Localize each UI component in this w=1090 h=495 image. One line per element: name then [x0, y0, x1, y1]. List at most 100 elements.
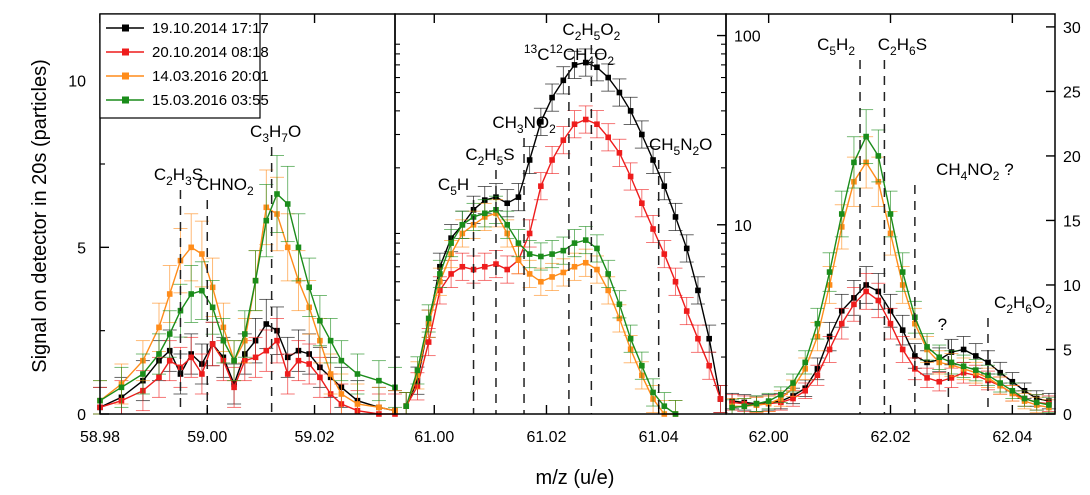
data-point-p1-3-3: [156, 351, 162, 357]
data-point-p3-0-14: [899, 327, 906, 333]
x-tick-p2-1: 61.02: [526, 14, 567, 446]
data-point-p3-3-10: [851, 159, 857, 166]
data-point-p2-2-12: [538, 278, 544, 285]
data-point-p1-0-13: [263, 321, 270, 327]
data-point-p1-3-16: [295, 244, 302, 251]
data-point-p2-2-10: [515, 257, 522, 263]
data-point-p3-3-9: [838, 211, 845, 217]
data-point-p1-3-18: [317, 317, 323, 324]
data-point-p3-3-13: [887, 211, 894, 217]
x-tick-p2-0: 61.00: [414, 14, 454, 446]
data-point-p1-2-15: [284, 244, 291, 251]
data-point-p1-1-17: [306, 361, 312, 367]
annotation-p2-1: C2​H5​S: [465, 145, 515, 414]
data-point-p2-1-26: [695, 335, 701, 342]
data-point-p1-2-3: [156, 324, 162, 331]
data-point-p3-1-17: [936, 378, 943, 385]
data-point-p2-2-15: [571, 263, 578, 270]
y-tick-right-p3-1: 5: [1046, 342, 1072, 359]
data-point-p2-2-18: [605, 287, 611, 294]
data-point-p3-0-21: [985, 359, 991, 366]
x-tick-label-p1-2: 59.02: [295, 429, 335, 446]
annotation-p2-3: 13​C12​CH4​O2​: [524, 42, 614, 414]
y-axis-title: Signal on detector in 20s (particles): [29, 59, 51, 373]
data-point-p2-1-11: [526, 230, 533, 237]
data-point-p2-3-18: [605, 271, 611, 277]
data-point-p3-0-15: [912, 353, 918, 359]
legend: 19.10.2014 17:17 20.10.2014 08:18 14.03.20…: [99, 13, 269, 119]
data-point-p2-3-12: [538, 253, 544, 260]
annotation-label-p3-4: C2​H6​O2​: [994, 293, 1052, 316]
data-point-p3-1-13: [887, 320, 894, 327]
x-axis-title: m/z (u/e): [536, 467, 615, 489]
x-tick-p3-0: 62.00: [749, 14, 789, 446]
data-point-p2-1-21: [639, 200, 645, 207]
data-point-p1-3-8: [209, 304, 216, 311]
data-point-p2-0-18: [605, 74, 611, 81]
data-point-p3-1-10: [851, 301, 857, 308]
data-point-p3-0-19: [960, 346, 967, 353]
data-point-p2-1-23: [661, 251, 668, 257]
data-point-p3-1-18: [948, 375, 955, 381]
data-point-p3-1-6: [802, 387, 809, 394]
series-p3-3: [725, 109, 1056, 415]
data-point-p2-0-27: [706, 335, 712, 342]
x-tick-label-p3-0: 62.00: [749, 429, 789, 446]
data-point-p1-3-12: [252, 277, 259, 284]
legend-label-0: 19.10.2014 17:17: [152, 20, 269, 37]
data-point-p2-1-7: [481, 263, 488, 270]
annotation-p3-3: ?: [938, 315, 950, 414]
data-point-p3-3-25: [1033, 399, 1040, 406]
data-point-p2-3-0: [403, 403, 410, 409]
legend-entry-2: 14.03.2016 20:01: [106, 68, 269, 85]
data-point-p1-1-6: [188, 354, 194, 361]
data-point-p2-2-14: [560, 269, 567, 276]
data-point-p1-1-4: [166, 357, 173, 364]
annotation-p1-0: C2​H3​S: [154, 165, 203, 414]
data-point-p1-1-3: [156, 374, 162, 381]
data-point-p1-1-10: [231, 384, 237, 391]
data-point-p2-3-15: [571, 240, 578, 246]
data-point-p2-1-19: [616, 150, 623, 156]
data-point-p2-3-1: [414, 367, 421, 374]
data-point-p3-3-3: [765, 398, 772, 404]
panel-frame-p2: [394, 13, 727, 415]
series-p1-2: [93, 169, 402, 415]
annotation-label-p1-2: C3​H7​O: [250, 122, 301, 145]
annotation-label-p2-1: C2​H5​S: [465, 145, 514, 168]
data-point-p2-0-25: [683, 245, 690, 252]
data-point-p2-1-8: [493, 261, 499, 267]
data-point-p2-0-21: [639, 131, 645, 138]
data-point-p1-1-13: [263, 347, 270, 354]
x-tick-label-p3-1: 62.02: [870, 429, 910, 446]
data-point-p2-2-17: [594, 266, 600, 273]
legend-swatch-marker-3: [122, 96, 129, 104]
data-point-p2-0-26: [695, 287, 701, 294]
data-point-p2-0-12: [538, 119, 544, 125]
legend-label-2: 14.03.2016 20:01: [152, 68, 269, 85]
data-point-p2-1-14: [560, 137, 567, 143]
series-line-p2-0: [405, 61, 722, 407]
data-point-p3-3-1: [741, 403, 748, 410]
data-point-p2-0-22: [650, 157, 656, 163]
series-p1-0: [93, 298, 402, 415]
annotation-p3-1: C2​H6​S: [878, 35, 927, 414]
annotation-p2-0: C5​H: [438, 175, 475, 414]
series-p1-3: [93, 155, 402, 415]
annotation-label-p3-3: ?: [938, 315, 947, 334]
y-tick-right-p3-6: 30: [1046, 20, 1081, 37]
y-tick-label-right-p3-0: 0: [1063, 407, 1072, 424]
annotation-label-p2-3: 13​C12​CH4​O2​: [524, 42, 614, 68]
data-point-p3-1-7: [814, 372, 821, 379]
data-point-p3-3-11: [863, 133, 869, 140]
legend-entry-0: 19.10.2014 17:17: [106, 20, 269, 37]
data-point-p2-0-20: [627, 108, 634, 114]
data-point-p1-1-8: [209, 341, 216, 347]
data-point-p2-3-5: [459, 221, 466, 228]
data-point-p2-1-13: [549, 157, 555, 163]
data-point-p2-3-20: [627, 335, 634, 342]
data-point-p1-2-4: [166, 291, 173, 297]
x-tick-label-p2-1: 61.02: [526, 429, 566, 446]
plot-layer: C2​H3​SCHNO2​C3​H7​O58.9859.0059.020510C…: [68, 13, 1081, 446]
